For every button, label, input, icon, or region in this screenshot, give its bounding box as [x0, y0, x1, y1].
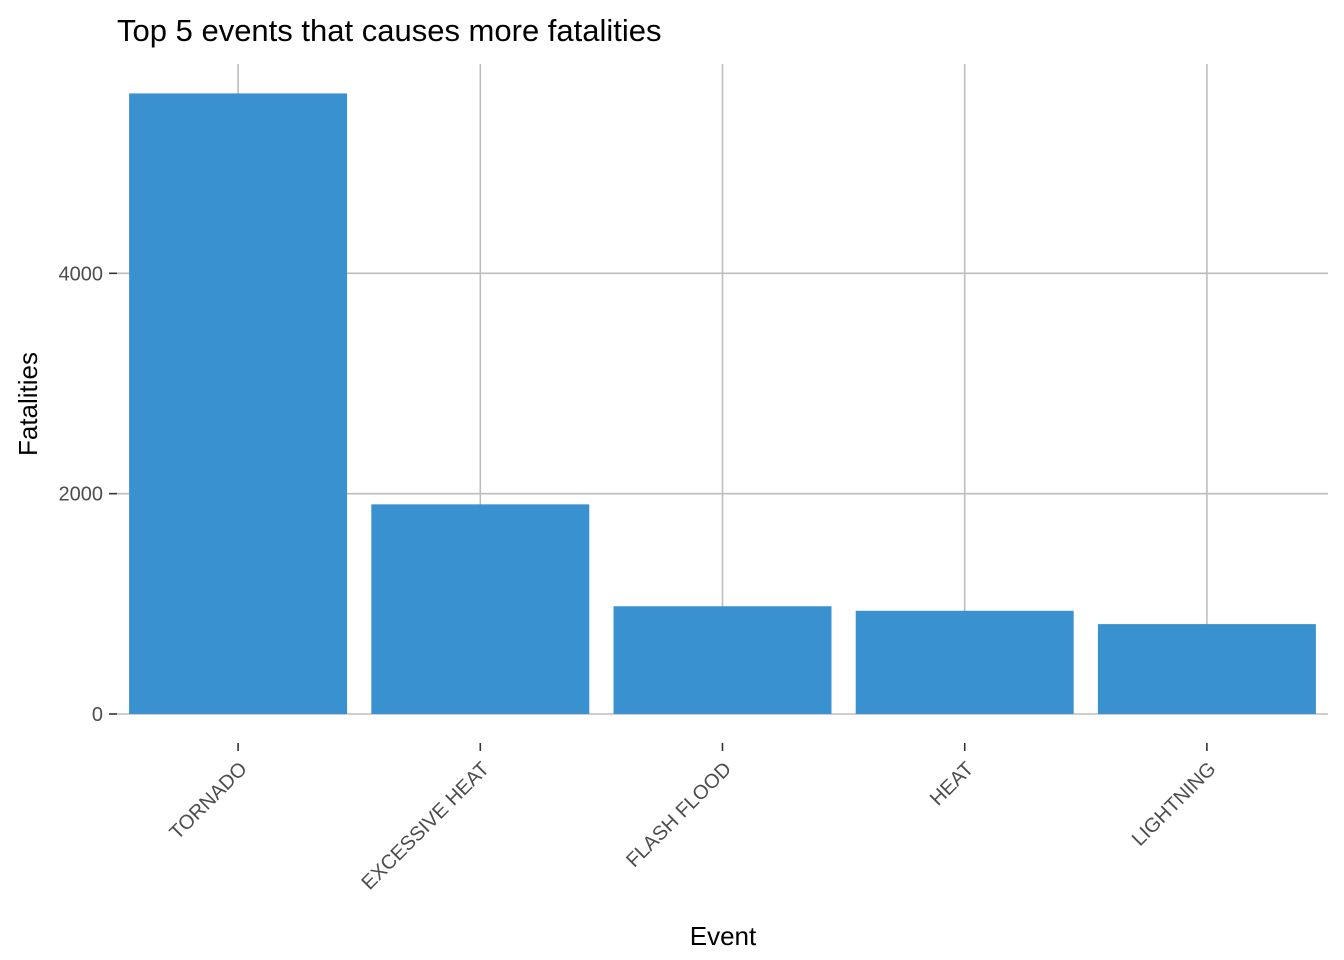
chart-title: Top 5 events that causes more fatalities [117, 13, 662, 48]
y-axis: 0 2000 4000 [59, 263, 117, 726]
y-tick-label: 2000 [59, 484, 104, 506]
y-axis-title: Fatalities [13, 352, 43, 456]
bar [855, 610, 1074, 714]
x-tick-label: TORNADO [166, 758, 252, 844]
x-axis: TORNADO EXCESSIVE HEAT FLASH FLOOD HEAT LIGH… [166, 743, 1221, 894]
y-tick-label: 4000 [59, 263, 104, 285]
x-tick-label: LIGHTNING [1128, 758, 1221, 851]
x-tick-label: EXCESSIVE HEAT [358, 758, 494, 894]
bar [371, 504, 590, 714]
x-axis-title: Event [690, 921, 757, 951]
bar [613, 606, 832, 714]
bars [129, 93, 1316, 714]
y-tick-label: 0 [92, 704, 103, 726]
x-tick-label: FLASH FLOOD [622, 758, 736, 872]
x-tick-label: HEAT [926, 758, 978, 810]
bar [129, 93, 348, 714]
bar [1097, 624, 1316, 714]
